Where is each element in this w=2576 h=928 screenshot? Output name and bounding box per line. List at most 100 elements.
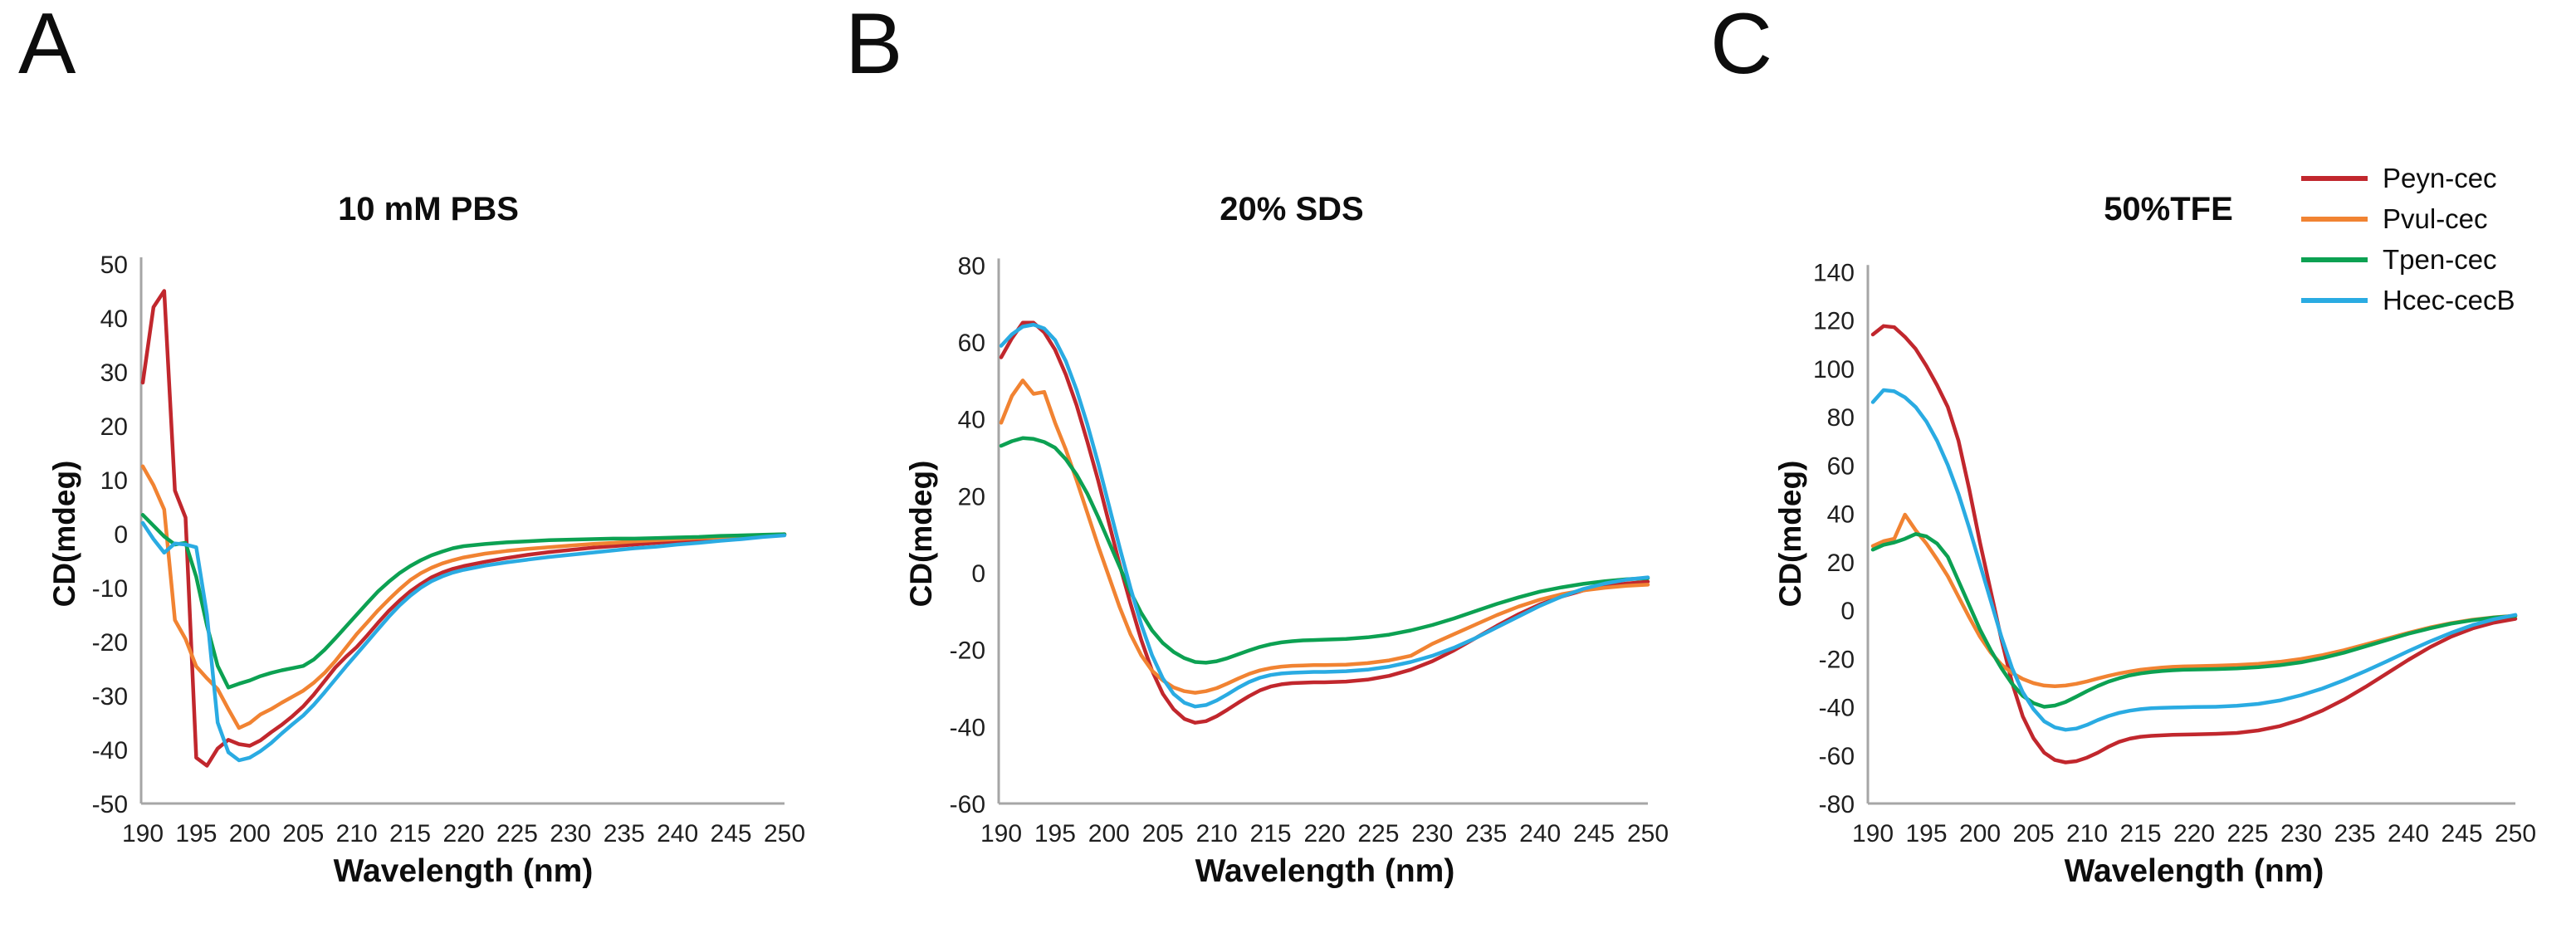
y-tick-label: 50: [100, 252, 128, 279]
series-line-pvul-cec-B: [999, 379, 1650, 695]
y-tick-label: -60: [950, 791, 985, 818]
chart-title-sds: 20% SDS: [1220, 191, 1364, 227]
y-tick-label: -20: [1819, 646, 1855, 673]
x-tick-label: 240: [657, 820, 698, 847]
y-tick-label: 0: [1840, 598, 1855, 625]
x-axis-title-b: Wavelength (nm): [1195, 853, 1455, 889]
y-tick-label: 140: [1813, 259, 1855, 286]
legend-line-swatch-pvul-cec: [2301, 216, 2368, 222]
legend-line-swatch-peyn-cec: [2301, 175, 2368, 181]
x-axis-title-a: Wavelength (nm): [333, 853, 594, 889]
y-tick-label: 60: [1827, 452, 1855, 480]
series-line-pvul-cec-A: [140, 464, 787, 730]
x-tick-label: 210: [336, 820, 378, 847]
x-tick-label: 220: [442, 820, 484, 847]
x-tick-label: 205: [2012, 820, 2054, 847]
y-tick-label: -80: [1819, 791, 1855, 818]
legend-label: Hcec-cecB: [2383, 284, 2515, 315]
y-tick-label: 80: [1827, 404, 1855, 432]
x-tick-label: 240: [1519, 820, 1561, 847]
series-line-peyn-cec-C: [1870, 324, 2518, 764]
y-tick-label: -20: [92, 629, 128, 657]
x-tick-label: 240: [2388, 820, 2429, 847]
x-tick-label: 220: [2173, 820, 2215, 847]
x-tick-label: 250: [2495, 820, 2536, 847]
x-tick-label: 235: [1465, 820, 1507, 847]
legend: Peyn-cec Pvul-cec Tpen-cec Hcec-cecB: [2301, 158, 2515, 320]
x-tick-label: 250: [764, 820, 805, 847]
y-tick-label: 30: [100, 359, 128, 387]
legend-label: Pvul-cec: [2383, 203, 2488, 234]
x-tick-label: 190: [980, 820, 1022, 847]
x-tick-label: 200: [1959, 820, 2001, 847]
series-line-hcec-cecb-C: [1870, 388, 2518, 732]
x-tick-label: 190: [122, 820, 164, 847]
x-tick-label: 230: [2280, 820, 2322, 847]
x-tick-label: 245: [711, 820, 752, 847]
legend-item-peyn-cec: Peyn-cec: [2301, 158, 2515, 198]
legend-item-hcec-cecb: Hcec-cecB: [2301, 280, 2515, 320]
x-tick-label: 230: [1411, 820, 1453, 847]
chart-title-pbs: 10 mM PBS: [338, 191, 519, 227]
x-tick-label: 195: [175, 820, 217, 847]
y-tick-label: -30: [92, 683, 128, 711]
chart-title-tfe: 50%TFE: [2104, 191, 2233, 227]
y-tick-label: -40: [92, 737, 128, 764]
x-axis-title-c: Wavelength (nm): [2064, 853, 2324, 889]
series-line-tpen-cec-B: [999, 436, 1650, 665]
y-tick-label: 40: [1827, 501, 1855, 529]
y-axis-title-b: CD(mdeg): [904, 460, 938, 608]
y-tick-label: 20: [100, 413, 128, 441]
y-tick-label: 10: [100, 467, 128, 495]
x-tick-label: 190: [1852, 820, 1894, 847]
x-tick-label: 205: [1142, 820, 1184, 847]
x-tick-label: 245: [2441, 820, 2482, 847]
series-line-peyn-cec-B: [999, 320, 1650, 725]
x-tick-label: 195: [1034, 820, 1076, 847]
x-tick-label: 215: [2119, 820, 2161, 847]
legend-line-swatch-tpen-cec: [2301, 256, 2368, 262]
x-tick-label: 245: [1573, 820, 1615, 847]
panel-label-c: C: [1710, 0, 1773, 92]
y-tick-label: 80: [958, 252, 985, 280]
series-line-pvul-cec-C: [1870, 512, 2518, 688]
series-line-tpen-cec-A: [140, 513, 787, 690]
series-line-hcec-cecb-A: [140, 520, 787, 763]
legend-line-swatch-hcec-cecb: [2301, 297, 2368, 303]
y-tick-label: 100: [1813, 356, 1855, 383]
x-tick-label: 230: [550, 820, 591, 847]
x-tick-label: 210: [2066, 820, 2108, 847]
x-tick-label: 225: [1357, 820, 1399, 847]
y-tick-label: 40: [958, 407, 985, 434]
panel-label-a: A: [18, 0, 76, 92]
x-tick-label: 200: [229, 820, 271, 847]
x-tick-label: 220: [1303, 820, 1345, 847]
legend-item-tpen-cec: Tpen-cec: [2301, 239, 2515, 280]
x-tick-label: 215: [1250, 820, 1292, 847]
x-tick-label: 225: [496, 820, 538, 847]
series-line-tpen-cec-C: [1870, 532, 2518, 709]
x-tick-label: 215: [389, 820, 431, 847]
y-axis-title-a: CD(mdeg): [47, 460, 81, 608]
legend-label: Tpen-cec: [2383, 243, 2497, 275]
legend-label: Peyn-cec: [2383, 162, 2497, 193]
y-tick-label: -60: [1819, 743, 1855, 770]
y-tick-label: -20: [950, 637, 985, 665]
panel-label-b: B: [845, 0, 903, 92]
y-tick-label: 20: [1827, 549, 1855, 577]
x-tick-label: 200: [1088, 820, 1130, 847]
x-tick-label: 195: [1905, 820, 1947, 847]
y-tick-label: 0: [971, 560, 985, 588]
x-tick-label: 250: [1627, 820, 1669, 847]
series-line-hcec-cecb-B: [999, 322, 1650, 709]
series-line-peyn-cec-A: [140, 289, 787, 768]
x-tick-label: 235: [2334, 820, 2375, 847]
y-tick-label: 120: [1813, 308, 1855, 335]
x-tick-label: 205: [282, 820, 324, 847]
y-tick-label: -40: [950, 714, 985, 741]
y-tick-label: -40: [1819, 695, 1855, 722]
x-tick-label: 210: [1196, 820, 1238, 847]
y-tick-label: 20: [958, 483, 985, 510]
